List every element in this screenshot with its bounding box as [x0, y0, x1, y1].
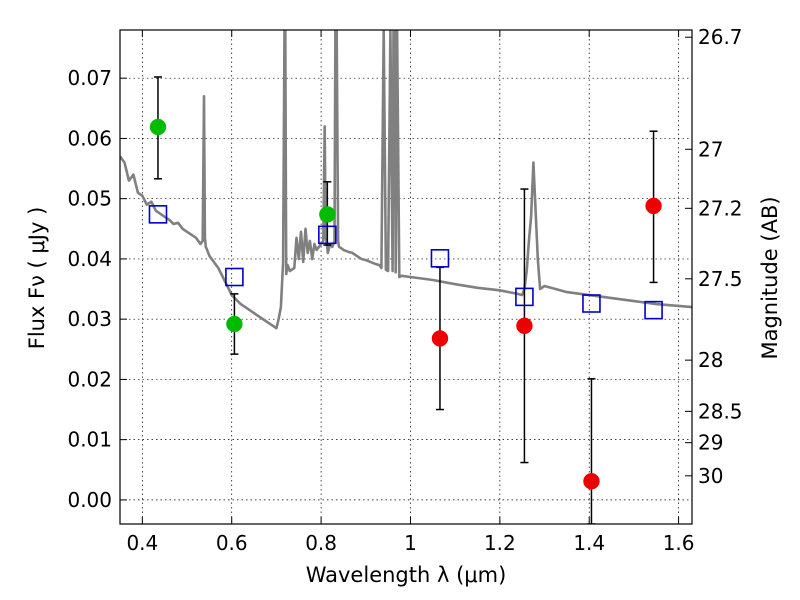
right-tick-label: 30: [698, 464, 723, 488]
green-marker: [226, 315, 243, 333]
x-tick-label: 0.4: [126, 531, 158, 555]
marker-layer: [148, 118, 663, 490]
green-marker: [319, 206, 336, 223]
x-tick-label: 0.8: [305, 531, 337, 555]
red-marker: [516, 317, 533, 335]
errorbar-layer: [153, 76, 658, 524]
right-tick-label: 27: [698, 137, 723, 161]
right-tick-label: 27.5: [698, 267, 743, 291]
right-tick-label: 27.2: [698, 196, 743, 220]
y-axis-label: Flux Fν ( μJy ): [25, 207, 49, 350]
y-tick-label: 0.03: [67, 307, 112, 331]
red-marker: [645, 197, 662, 215]
square-marker: [582, 294, 601, 313]
y-tick-label: 0.04: [67, 247, 112, 271]
y-tick-label: 0.01: [67, 428, 112, 452]
right-tick-label: 26.7: [698, 25, 743, 49]
x-tick-label: 1.4: [573, 531, 605, 555]
right-tick-label: 28: [698, 348, 723, 372]
grid-layer: [120, 30, 692, 524]
x-tick-label: 1.6: [663, 531, 695, 555]
square-marker: [515, 287, 534, 307]
model-spectrum-line: [120, 30, 692, 330]
right-tick-label: 29: [698, 431, 723, 455]
square-marker: [644, 300, 663, 320]
square-marker: [225, 267, 244, 287]
right-axis-label: Magnitude (AB): [758, 196, 782, 359]
right-tick-label: 28.5: [698, 399, 743, 423]
square-marker: [148, 205, 168, 224]
tick-layer: 0.4 0.6 0.8 1 1.2 1.4 1.6 0.00 0.01 0.02 0.03 0.04 0…: [67, 25, 742, 555]
plot-frame: [119, 29, 693, 525]
x-tick-label: 1.2: [484, 531, 516, 555]
y-tick-label: 0.06: [67, 126, 112, 150]
model-spectrum-layer: [120, 30, 692, 330]
y-tick-label: 0.07: [67, 66, 112, 90]
green-marker: [149, 118, 167, 136]
red-marker: [431, 330, 449, 347]
x-axis-label: Wavelength λ (μm): [306, 563, 507, 587]
square-marker: [430, 249, 450, 268]
y-tick-label: 0.00: [67, 488, 112, 512]
y-tick-label: 0.02: [67, 367, 112, 391]
x-tick-label: 1: [404, 531, 417, 555]
x-tick-label: 0.6: [216, 531, 248, 555]
y-tick-label: 0.05: [67, 187, 112, 211]
red-marker: [583, 472, 600, 490]
square-marker: [318, 225, 337, 245]
